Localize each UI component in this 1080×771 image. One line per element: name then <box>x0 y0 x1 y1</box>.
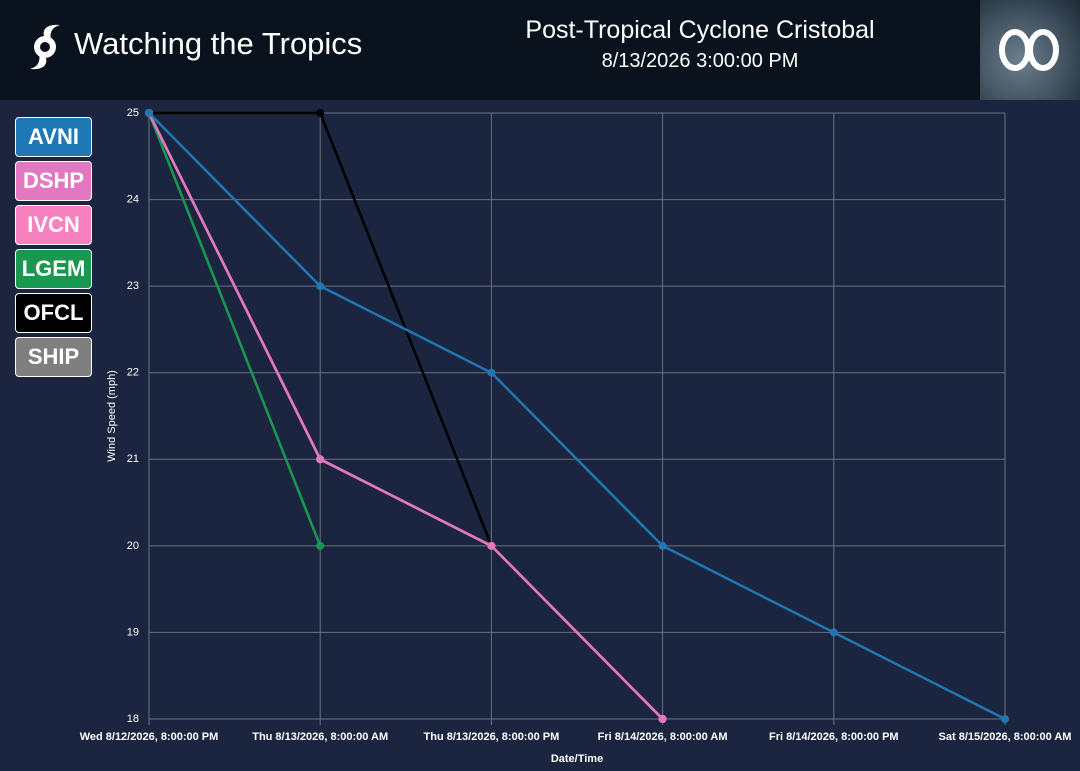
data-point <box>658 715 667 723</box>
header: Watching the Tropics Post-Tropical Cyclo… <box>0 0 1080 100</box>
x-axis-label: Date/Time <box>551 753 603 765</box>
data-point <box>316 455 325 464</box>
data-point <box>316 541 325 550</box>
hurricane-icon <box>30 24 60 70</box>
y-tick-label: 22 <box>127 367 139 379</box>
x-tick-label: Sat 8/15/2026, 8:00:00 AM <box>939 731 1072 743</box>
data-point <box>316 282 325 291</box>
data-point <box>1001 715 1009 723</box>
y-tick-label: 25 <box>127 107 139 119</box>
storm-datetime: 8/13/2026 3:00:00 PM <box>601 50 799 72</box>
data-point <box>829 628 838 637</box>
legend-button[interactable]: DSHP <box>15 161 92 201</box>
legend-button[interactable]: OFCL <box>15 293 92 333</box>
y-tick-label: 23 <box>127 280 139 292</box>
logo <box>980 0 1080 100</box>
legend-button[interactable]: SHIP <box>15 337 92 377</box>
legend-button[interactable]: LGEM <box>15 249 92 289</box>
series-line <box>147 112 664 720</box>
legend-button[interactable]: IVCN <box>15 205 92 245</box>
y-tick-label: 24 <box>127 193 139 205</box>
data-point <box>145 109 153 117</box>
data-point <box>658 541 667 550</box>
data-point <box>487 368 496 377</box>
x-tick-label: Fri 8/14/2026, 8:00:00 PM <box>769 731 899 743</box>
y-tick-label: 20 <box>127 540 139 552</box>
y-tick-label: 21 <box>127 453 139 465</box>
series-line <box>148 112 1006 721</box>
x-tick-label: Fri 8/14/2026, 8:00:00 AM <box>598 731 728 743</box>
x-tick-label: Thu 8/13/2026, 8:00:00 AM <box>252 731 388 743</box>
data-point <box>487 541 496 550</box>
data-point <box>316 109 325 117</box>
series-line <box>147 112 664 720</box>
x-tick-label: Thu 8/13/2026, 8:00:00 PM <box>424 731 560 743</box>
storm-name: Post-Tropical Cyclone Cristobal <box>525 16 875 44</box>
y-tick-label: 19 <box>127 626 139 638</box>
app-title: Watching the Tropics <box>74 26 363 61</box>
y-tick-label: 18 <box>127 713 139 725</box>
legend-button[interactable]: AVNI <box>15 117 92 157</box>
x-tick-label: Wed 8/12/2026, 8:00:00 PM <box>80 731 219 743</box>
series-line <box>147 112 322 547</box>
series-line <box>147 112 664 720</box>
y-axis-label: Wind Speed (mph) <box>106 370 118 462</box>
chart: 18 19 20 21 22 23 24 25 Wed 8/12/2026, 8:00:00 P… <box>80 107 1072 765</box>
